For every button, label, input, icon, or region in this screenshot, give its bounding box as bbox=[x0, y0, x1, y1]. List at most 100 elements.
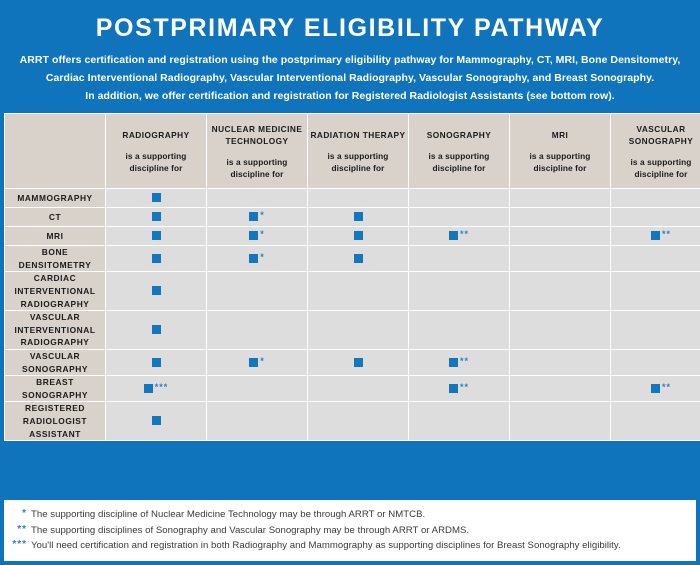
matrix-cell bbox=[308, 227, 408, 246]
supporting-discipline-marker bbox=[353, 212, 363, 222]
matrix-cell bbox=[207, 402, 307, 441]
supporting-discipline-marker: ** bbox=[650, 229, 671, 241]
table-row: VASCULAR SONOGRAPHY * ** bbox=[5, 350, 700, 376]
matrix-cell bbox=[106, 189, 206, 208]
blue-square-icon bbox=[151, 253, 161, 263]
matrix-cell: * bbox=[207, 227, 307, 246]
matrix-corner-cell bbox=[5, 114, 105, 189]
column-header-radiography: RADIOGRAPHY is a supporting discipline for bbox=[106, 114, 206, 189]
matrix-cell bbox=[106, 246, 206, 272]
matrix-cell bbox=[510, 227, 610, 246]
blue-square-icon bbox=[353, 231, 363, 241]
matrix-cell bbox=[409, 311, 509, 350]
matrix-cell: ** bbox=[409, 227, 509, 246]
footnote-marker-icon: * bbox=[260, 210, 265, 221]
matrix-cell bbox=[510, 272, 610, 311]
table-row: BREAST SONOGRAPHY *** ** ** bbox=[5, 376, 700, 402]
column-header-subtitle-line2: discipline for bbox=[230, 168, 284, 179]
row-label-mammography: MAMMOGRAPHY bbox=[5, 189, 105, 208]
row-label-registered-radiologist-assistant: REGISTERED RADIOLOGIST ASSISTANT bbox=[5, 402, 105, 441]
matrix-cell bbox=[207, 189, 307, 208]
row-label-ct: CT bbox=[5, 208, 105, 227]
matrix-cell bbox=[409, 189, 509, 208]
footnote-marker-icon: * bbox=[260, 251, 265, 262]
blue-square-icon bbox=[151, 325, 161, 335]
matrix-cell bbox=[510, 350, 610, 376]
column-header-subtitle-line2: discipline for bbox=[634, 168, 688, 179]
matrix-body: MAMMOGRAPHY CT * MRI * ** ** BONE DENSITOMETRY *… bbox=[5, 189, 700, 441]
matrix-cell bbox=[510, 402, 610, 441]
column-header-subtitle-line2: discipline for bbox=[129, 162, 183, 173]
blue-square-icon bbox=[650, 383, 660, 393]
column-header-subtitle-line1: is a supporting bbox=[125, 150, 187, 161]
footnote-marker-icon: * bbox=[22, 508, 27, 520]
matrix-cell bbox=[207, 311, 307, 350]
column-header-vascular-sonography: VASCULAR SONOGRAPHY is a supporting discip… bbox=[611, 114, 700, 189]
column-header-subtitle-line2: discipline for bbox=[533, 162, 587, 173]
supporting-discipline-marker bbox=[151, 193, 161, 203]
supporting-discipline-marker: * bbox=[249, 251, 265, 263]
matrix-cell bbox=[510, 208, 610, 227]
matrix-cell bbox=[106, 402, 206, 441]
matrix-header: RADIOGRAPHY is a supporting discipline for… bbox=[5, 114, 700, 189]
blue-square-icon bbox=[249, 357, 259, 367]
supporting-discipline-marker: * bbox=[249, 356, 265, 367]
footnote-marker-icon: * bbox=[260, 229, 265, 240]
supporting-discipline-marker: ** bbox=[650, 382, 671, 393]
column-header-sonography: SONOGRAPHY is a supporting discipline for bbox=[409, 114, 509, 189]
matrix-cell bbox=[308, 402, 408, 441]
column-header-subtitle-line1: is a supporting bbox=[327, 150, 389, 161]
blue-square-icon bbox=[448, 231, 458, 241]
row-label-vascular-sonography: VASCULAR SONOGRAPHY bbox=[5, 350, 105, 376]
matrix-cell bbox=[510, 311, 610, 350]
banner: POSTPRIMARY ELIGIBILITY PATHWAY ARRT off… bbox=[0, 0, 700, 114]
footnote-marker-icon: ** bbox=[17, 523, 27, 535]
supporting-discipline-marker bbox=[151, 231, 161, 241]
column-header-subtitle-line1: is a supporting bbox=[529, 150, 591, 161]
blue-square-icon bbox=[249, 253, 259, 263]
supporting-discipline-marker bbox=[151, 325, 161, 335]
footnote-marker-icon: *** bbox=[154, 381, 169, 392]
eligibility-matrix-wrapper: RADIOGRAPHY is a supporting discipline for… bbox=[0, 113, 700, 499]
blue-square-icon bbox=[448, 357, 458, 367]
footnote-item: ** The supporting disciplines of Sonograp… bbox=[12, 523, 686, 539]
blue-square-icon bbox=[151, 212, 161, 222]
matrix-cell bbox=[106, 272, 206, 311]
blue-square-icon bbox=[143, 383, 153, 393]
matrix-cell bbox=[308, 272, 408, 311]
footnote-marker-icon: ** bbox=[661, 229, 671, 240]
column-header-name: RADIOGRAPHY bbox=[122, 129, 190, 140]
supporting-discipline-marker bbox=[353, 357, 363, 367]
matrix-cell bbox=[308, 350, 408, 376]
supporting-discipline-marker: ** bbox=[448, 230, 469, 241]
footnote-marker-icon: *** bbox=[12, 539, 27, 551]
matrix-cell bbox=[308, 376, 408, 402]
matrix-cell bbox=[106, 208, 206, 227]
matrix-cell bbox=[106, 311, 206, 350]
column-header-subtitle-line2: discipline for bbox=[331, 162, 385, 173]
blue-square-icon bbox=[448, 383, 458, 393]
supporting-discipline-marker: * bbox=[249, 229, 265, 241]
footnote-text: The supporting discipline of Nuclear Med… bbox=[31, 509, 426, 521]
matrix-cell bbox=[308, 208, 408, 227]
supporting-discipline-marker bbox=[151, 212, 161, 222]
column-header-name: VASCULAR SONOGRAPHY bbox=[628, 123, 694, 146]
column-header-subtitle-line2: discipline for bbox=[432, 162, 486, 173]
supporting-discipline-marker bbox=[353, 253, 363, 263]
matrix-cell bbox=[611, 311, 700, 350]
matrix-cell bbox=[207, 376, 307, 402]
blue-square-icon bbox=[151, 286, 161, 296]
blue-square-icon bbox=[151, 193, 161, 203]
supporting-discipline-marker: *** bbox=[143, 381, 169, 393]
matrix-cell bbox=[409, 402, 509, 441]
eligibility-matrix: RADIOGRAPHY is a supporting discipline for… bbox=[4, 113, 700, 442]
matrix-cell bbox=[409, 208, 509, 227]
banner-line-1: ARRT offers certification and registrati… bbox=[19, 54, 681, 66]
supporting-discipline-marker: * bbox=[249, 210, 265, 222]
matrix-cell: ** bbox=[611, 227, 700, 246]
column-header-nuclear-medicine-technology: NUCLEAR MEDICINE TECHNOLOGY is a supporti… bbox=[207, 114, 307, 189]
footnote-marker-icon: ** bbox=[459, 381, 469, 392]
column-header-subtitle-line1: is a supporting bbox=[428, 150, 490, 161]
blue-square-icon bbox=[353, 357, 363, 367]
